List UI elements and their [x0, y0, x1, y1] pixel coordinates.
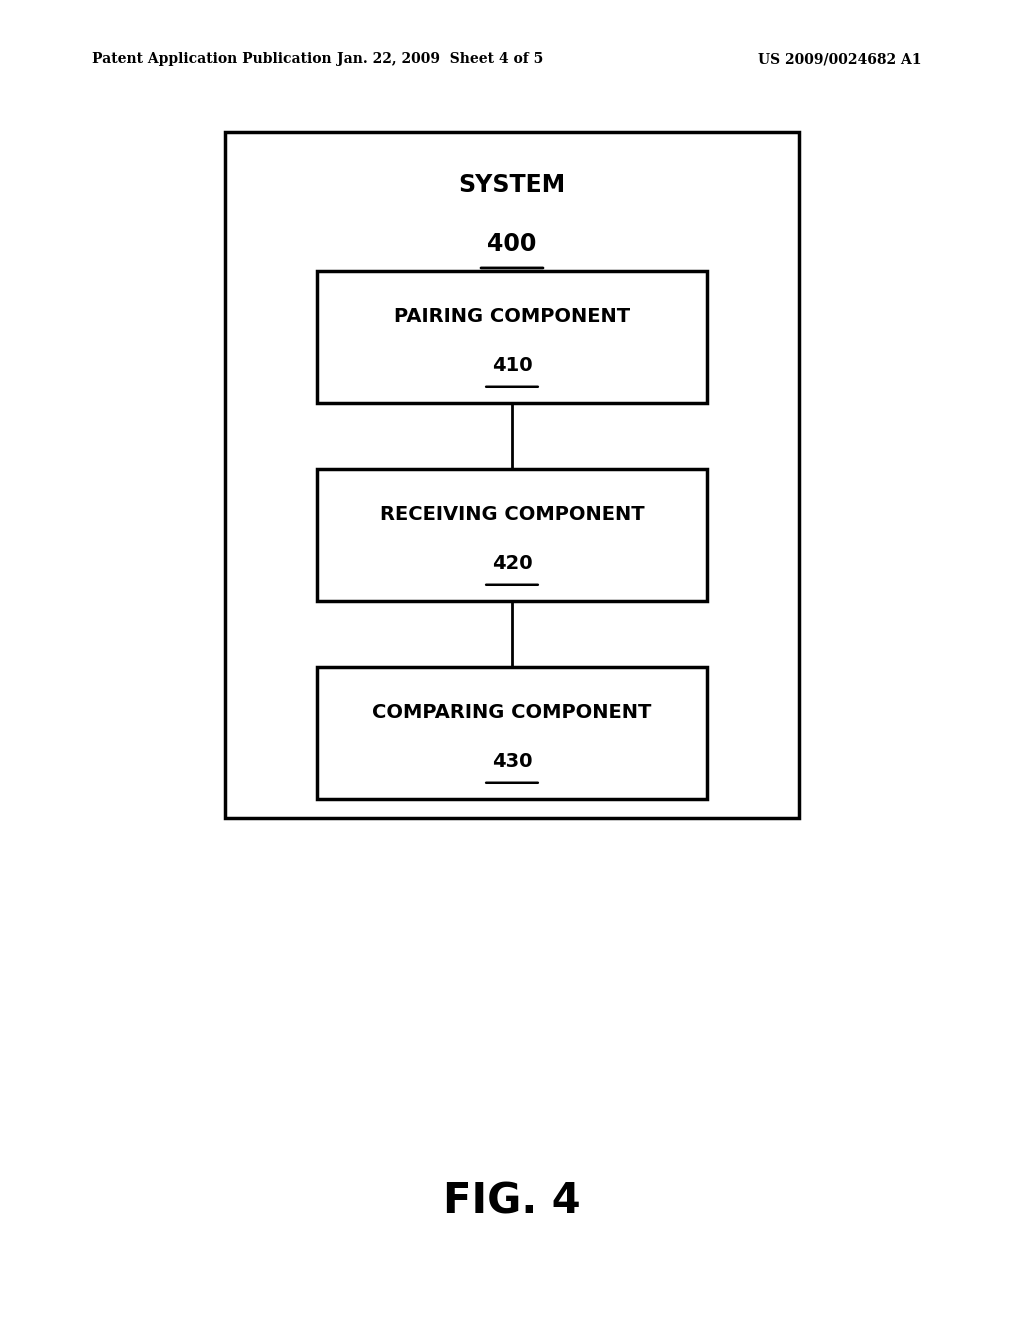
Text: COMPARING COMPONENT: COMPARING COMPONENT: [373, 704, 651, 722]
FancyBboxPatch shape: [225, 132, 799, 818]
Text: PAIRING COMPONENT: PAIRING COMPONENT: [394, 308, 630, 326]
Text: 400: 400: [487, 232, 537, 256]
Text: 430: 430: [492, 752, 532, 771]
FancyBboxPatch shape: [317, 271, 707, 403]
FancyBboxPatch shape: [317, 667, 707, 799]
Text: FIG. 4: FIG. 4: [443, 1180, 581, 1222]
Text: SYSTEM: SYSTEM: [459, 173, 565, 197]
Text: 410: 410: [492, 356, 532, 375]
Text: RECEIVING COMPONENT: RECEIVING COMPONENT: [380, 506, 644, 524]
Text: Jan. 22, 2009  Sheet 4 of 5: Jan. 22, 2009 Sheet 4 of 5: [337, 53, 544, 66]
Text: 420: 420: [492, 554, 532, 573]
Text: Patent Application Publication: Patent Application Publication: [92, 53, 332, 66]
Text: US 2009/0024682 A1: US 2009/0024682 A1: [758, 53, 922, 66]
FancyBboxPatch shape: [317, 469, 707, 601]
